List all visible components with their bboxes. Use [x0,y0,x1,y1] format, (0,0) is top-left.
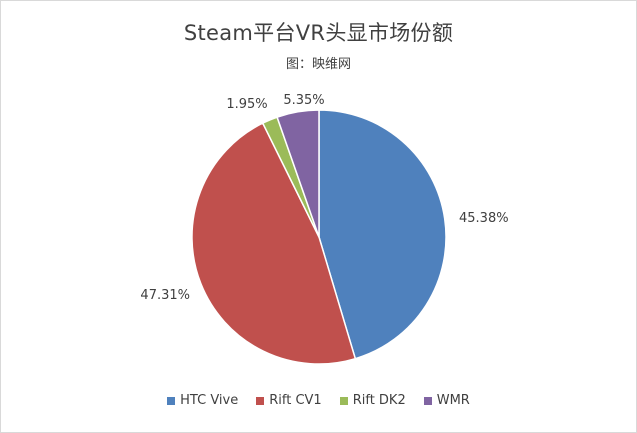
legend-swatch [423,396,432,405]
chart-subtitle: 图：映维网 [285,57,351,72]
data-label-wmr: 5.35% [283,93,324,108]
legend-label: Rift CV1 [269,393,322,408]
legend-item-htc-vive: HTC Vive [167,393,238,408]
legend-swatch [256,396,265,405]
data-label-htc-vive: 45.38% [459,211,509,226]
legend-item-rift-dk2: Rift DK2 [339,393,406,408]
chart-legend: HTC Vive Rift CV1 Rift DK2 WMR [1,393,636,408]
pie-slice-rift-cv1 [191,122,357,365]
legend-label: Rift DK2 [352,393,406,408]
legend-item-rift-cv1: Rift CV1 [256,393,322,408]
legend-label: WMR [436,393,470,408]
data-label-rift-cv1: 47.31% [140,288,190,303]
legend-swatch [167,396,176,405]
pie-slices [191,109,447,365]
data-label-rift-dk2: 1.95% [226,97,267,112]
pie-slice-htc-vive [318,109,447,360]
pie-data-labels: 45.38% 47.31% 1.95% 5.35% [140,93,508,303]
legend-item-wmr: WMR [423,393,470,408]
legend-label: HTC Vive [180,393,239,408]
chart-title: Steam平台VR头显市场份额 [183,21,454,45]
legend-swatch [339,396,348,405]
pie-slice-wmr [276,109,320,238]
